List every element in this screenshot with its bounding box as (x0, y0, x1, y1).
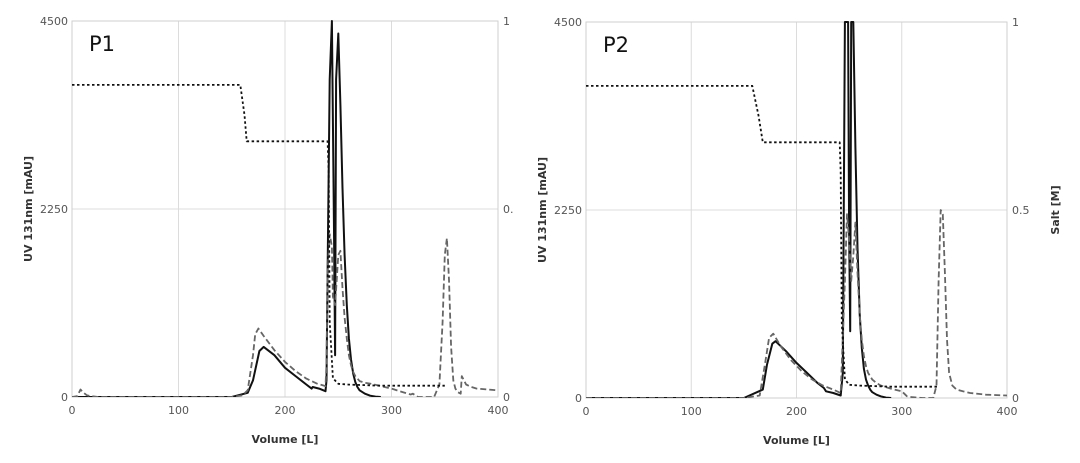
series-line-dashed (586, 209, 1007, 398)
x-tick-label: 0 (69, 404, 76, 417)
series-line-dashed (72, 233, 498, 397)
plot-area (585, 21, 1008, 399)
x-tick-label: 300 (891, 405, 912, 418)
y2-tick-label: 0. (503, 203, 514, 216)
x-axis-title: Volume [L] (252, 433, 319, 446)
y-axis-title: UV 131nm [mAU] (536, 157, 549, 263)
x-axis-title: Volume [L] (763, 434, 830, 447)
x-tick-label: 0 (583, 405, 590, 418)
y-tick-label: 0 (575, 392, 582, 405)
y-tick-label: 2250 (554, 204, 582, 217)
y2-tick-label: 0 (1012, 392, 1019, 405)
y-tick-label: 4500 (554, 16, 582, 29)
x-tick-label: 300 (381, 404, 402, 417)
x-tick-label: 200 (275, 404, 296, 417)
plot-area (71, 20, 499, 398)
y2-tick-label: 1 (1012, 16, 1019, 29)
series-line-dotted (586, 85, 939, 388)
series-line-dotted (72, 84, 445, 387)
x-tick-label: 100 (168, 404, 189, 417)
y2-tick-label: 1 (503, 15, 510, 28)
x-tick-label: 400 (997, 405, 1018, 418)
x-tick-label: 200 (786, 405, 807, 418)
series-line-solid (72, 20, 381, 397)
panel-label: P1 (89, 32, 115, 56)
y-axis-title: UV 131nm [mAU] (22, 156, 35, 262)
y-tick-label: 4500 (40, 15, 68, 28)
y2-tick-label: 0.5 (1012, 204, 1030, 217)
y-tick-label: 0 (61, 391, 68, 404)
x-tick-label: 100 (681, 405, 702, 418)
y2-tick-label: 0 (503, 391, 510, 404)
y-tick-label: 2250 (40, 203, 68, 216)
x-tick-label: 400 (488, 404, 509, 417)
y2-axis-title: Salt [M] (1049, 185, 1062, 234)
panel-label: P2 (603, 33, 629, 57)
